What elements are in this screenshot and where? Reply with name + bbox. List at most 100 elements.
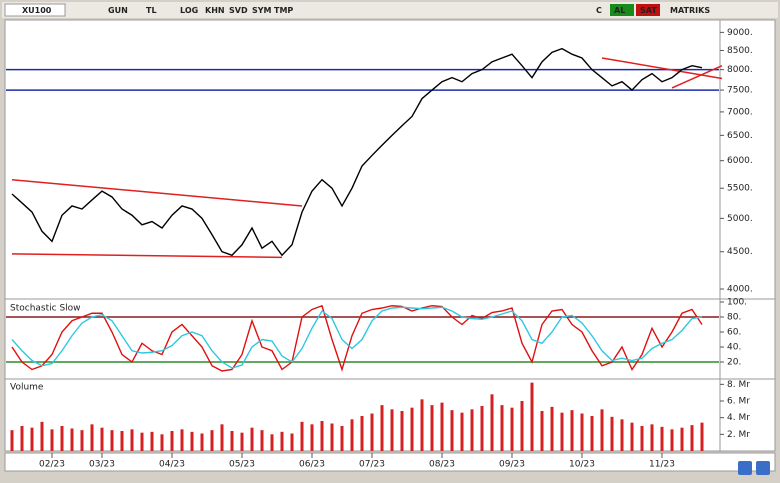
y-tick-label: 5500. — [727, 184, 753, 194]
toolbar-button[interactable]: C — [596, 6, 602, 15]
volume-bar — [130, 429, 134, 451]
volume-bar — [250, 427, 254, 451]
data-line — [11, 47, 703, 257]
trendline — [11, 253, 283, 259]
sync-button[interactable] — [738, 461, 752, 475]
toolbar-button[interactable]: SYM — [252, 6, 272, 15]
volume-bar — [20, 426, 24, 451]
x-tick-label: 06/23 — [299, 460, 325, 470]
volume-bar — [160, 434, 164, 451]
y-tick-label: 40. — [727, 343, 741, 353]
toolbar-button[interactable]: GUN — [108, 6, 128, 15]
volume-bar — [580, 413, 584, 451]
x-tick-label: 03/23 — [89, 460, 115, 470]
x-tick-label: 09/23 — [499, 460, 525, 470]
volume-bar — [340, 426, 344, 451]
y-tick-label: 8000. — [727, 65, 753, 75]
y-tick-label: 7000. — [727, 107, 753, 117]
volume-bar — [30, 427, 34, 451]
volume-bar — [150, 431, 154, 451]
x-tick-label: 04/23 — [159, 460, 185, 470]
volume-bar — [440, 402, 444, 451]
volume-bar — [110, 430, 114, 451]
toolbar-button[interactable]: TMP — [274, 6, 293, 15]
volume-bar — [570, 410, 574, 451]
volume-bar — [640, 426, 644, 451]
y-tick-label: 8500. — [727, 46, 753, 56]
toolbar-button[interactable]: LOG — [180, 6, 198, 15]
volume-bar — [670, 429, 674, 451]
volume-bar — [620, 419, 624, 451]
x-tick-label: 05/23 — [229, 460, 255, 470]
volume-bar — [120, 431, 124, 451]
volume-bar — [500, 405, 504, 451]
volume-bar — [200, 433, 204, 451]
volume-bar — [350, 419, 354, 451]
volume-bar — [420, 399, 424, 451]
toolbar-button[interactable]: SAT — [640, 6, 657, 15]
volume-bar — [690, 425, 694, 451]
x-tick-label: 11/23 — [649, 460, 675, 470]
volume-bar — [490, 394, 494, 451]
volume-bar — [70, 428, 74, 451]
volume-bar — [610, 416, 614, 451]
volume-bar — [600, 409, 604, 451]
data-line — [11, 304, 703, 372]
volume-bar — [660, 426, 664, 451]
y-tick-label: 2. Mr — [727, 430, 750, 440]
volume-bar — [300, 421, 304, 451]
x-tick-label: 02/23 — [39, 460, 65, 470]
y-tick-label: 20. — [727, 358, 741, 368]
volume-bar — [550, 406, 554, 451]
volume-bar — [460, 412, 464, 451]
volume-bar — [260, 430, 264, 451]
volume-bar — [630, 422, 634, 451]
y-tick-label: 8. Mr — [727, 380, 750, 390]
volume-bar — [380, 405, 384, 451]
volume-bar — [400, 411, 404, 451]
toolbar-box — [636, 4, 660, 16]
volume-bar — [390, 409, 394, 451]
volume-bar — [280, 431, 284, 451]
y-tick-label: 7500. — [727, 86, 753, 96]
volume-bar — [100, 427, 104, 451]
volume-bar — [210, 430, 214, 451]
volume-bar — [700, 422, 704, 451]
volume-bar — [590, 416, 594, 451]
scroll-button[interactable] — [756, 461, 770, 475]
x-tick-label: 07/23 — [359, 460, 385, 470]
volume-bar — [190, 431, 194, 451]
volume-bar — [410, 407, 414, 451]
volume-bar — [650, 424, 654, 451]
trendline — [671, 65, 723, 89]
volume-bar — [240, 432, 244, 451]
data-line — [11, 306, 703, 369]
volume-bar — [220, 424, 224, 451]
toolbar-button[interactable]: AL — [614, 6, 625, 15]
volume-bar — [170, 431, 174, 451]
volume-bar — [520, 401, 524, 451]
volume-bar — [510, 407, 514, 451]
y-tick-label: 4000. — [727, 284, 753, 294]
volume-bar — [50, 429, 54, 451]
y-tick-label: 4. Mr — [727, 413, 750, 423]
volume-bar — [270, 434, 274, 451]
volume-bar — [470, 409, 474, 451]
volume-bar — [560, 412, 564, 451]
volume-bar — [80, 430, 84, 451]
y-tick-label: 80. — [727, 313, 741, 323]
volume-bar — [10, 430, 14, 451]
volume-bar — [370, 413, 374, 451]
volume-bar — [40, 421, 44, 451]
volume-bar — [680, 427, 684, 451]
toolbar-button[interactable]: TL — [146, 6, 157, 15]
trendline — [11, 178, 303, 207]
volume-bar — [530, 382, 534, 451]
toolbar — [2, 2, 778, 18]
toolbar-button[interactable]: KHN — [205, 6, 225, 15]
volume-bar — [230, 431, 234, 451]
toolbar-button[interactable]: SVD — [229, 6, 248, 15]
volume-bar — [540, 411, 544, 451]
volume-bar — [60, 426, 64, 451]
